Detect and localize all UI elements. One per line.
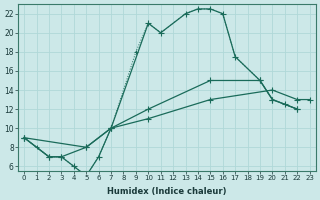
X-axis label: Humidex (Indice chaleur): Humidex (Indice chaleur) xyxy=(107,187,227,196)
